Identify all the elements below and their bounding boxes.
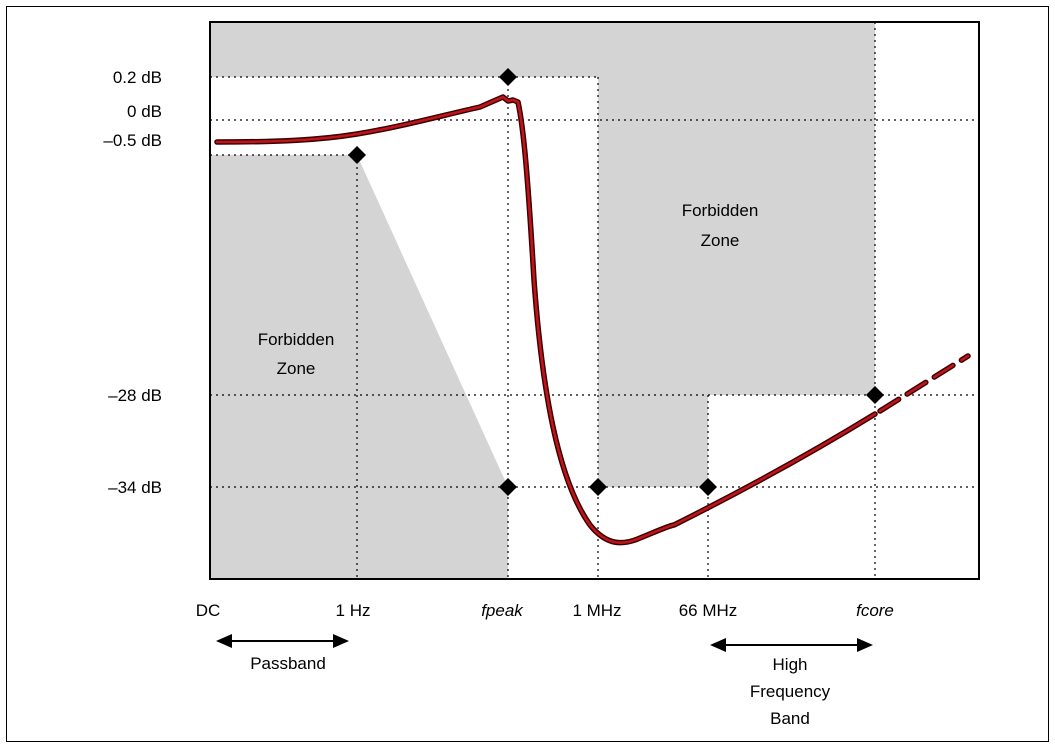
- forbidden-zone-passband-area: [210, 155, 508, 579]
- x-label-1mhz: 1 MHz: [572, 601, 621, 620]
- marker-66mhz-minus34db: [699, 478, 717, 496]
- response-curve: [214, 94, 971, 546]
- marker-1hz-minus0p5db: [348, 146, 366, 164]
- zone-label-passband-line1: Forbidden: [258, 330, 335, 349]
- high-frequency-band-arrow: [710, 638, 873, 652]
- y-label-0db: 0 dB: [127, 102, 162, 121]
- marker-fcore-minus28db: [866, 386, 884, 404]
- zone-label-passband-line2: Zone: [277, 359, 316, 378]
- x-label-fcore: fcore: [856, 601, 894, 620]
- zone-label-stopband-line1: Forbidden: [682, 201, 759, 220]
- response-curve-extension: [878, 354, 970, 413]
- forbidden-zone-top-area: [210, 22, 875, 487]
- response-curve-line: [215, 95, 877, 544]
- markers: [348, 68, 884, 496]
- x-label-dc: DC: [196, 601, 221, 620]
- passband-arrow: [216, 634, 349, 648]
- x-label-66mhz: 66 MHz: [679, 601, 738, 620]
- zone-label-stopband-line2: Zone: [701, 231, 740, 250]
- plot-area-border: [209, 21, 980, 580]
- marker-fpeak-minus34db: [499, 478, 517, 496]
- y-label-minus34db: –34 dB: [108, 478, 162, 497]
- x-label-1hz: 1 Hz: [336, 601, 371, 620]
- marker-1mhz-minus34db: [589, 478, 607, 496]
- chart-frame: [6, 6, 1049, 742]
- high-frequency-band-line3: Band: [770, 709, 810, 728]
- y-label-0p2db: 0.2 dB: [113, 68, 162, 87]
- y-label-minus28db: –28 dB: [108, 386, 162, 405]
- high-frequency-band-line2: Frequency: [750, 682, 831, 701]
- high-frequency-band-line1: High: [773, 655, 808, 674]
- marker-fpeak-0p2db: [499, 68, 517, 86]
- passband-label: Passband: [250, 654, 326, 673]
- x-label-fpeak: fpeak: [481, 601, 524, 620]
- y-label-minus0p5db: –0.5 dB: [103, 131, 162, 150]
